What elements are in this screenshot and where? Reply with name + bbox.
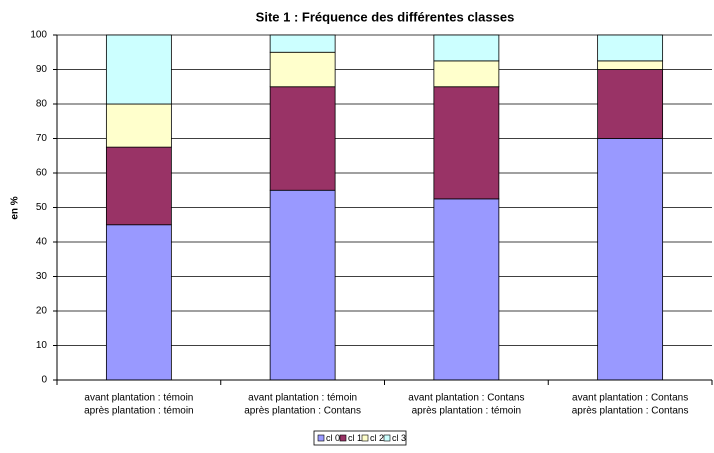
bar-segment <box>105 103 172 148</box>
bar-segment <box>269 51 336 88</box>
legend-label: cl 2 <box>370 433 384 443</box>
y-tick-label: 50 <box>36 202 48 213</box>
x-tick-label: après plantation : témoin <box>84 406 194 417</box>
x-tick-label: avant plantation : témoin <box>248 393 357 404</box>
legend-swatch <box>361 434 369 442</box>
x-tick-label: avant plantation : Contans <box>408 393 524 404</box>
x-tick-label: après plantation : Contans <box>572 406 689 417</box>
y-tick-label: 80 <box>36 99 48 110</box>
y-tick-label: 100 <box>30 30 47 41</box>
bar-segment <box>597 69 664 139</box>
x-tick-label: avant plantation : témoin <box>84 393 193 404</box>
y-tick-label: 90 <box>36 64 48 75</box>
legend-label: cl 0 <box>326 433 340 443</box>
bar-segment <box>269 86 336 191</box>
bar-segment <box>433 198 500 381</box>
x-tick-label: après plantation : Contans <box>244 406 361 417</box>
bar-segment <box>597 138 664 381</box>
y-tick-label: 70 <box>36 133 48 144</box>
bar-segment <box>433 34 500 62</box>
y-tick-label: 60 <box>36 168 48 179</box>
y-tick-label: 0 <box>41 375 47 386</box>
bar-segment <box>597 60 664 70</box>
legend-label: cl 3 <box>392 433 406 443</box>
legend-swatch <box>339 434 347 442</box>
y-axis-label: en % <box>10 196 21 219</box>
bar-segment <box>105 224 172 381</box>
bar-segment <box>269 189 336 381</box>
bar-segment <box>105 34 172 105</box>
legend-box <box>313 430 407 446</box>
bar-segment <box>597 34 664 62</box>
legend-label: cl 1 <box>348 433 362 443</box>
bar-segment <box>105 146 172 226</box>
bar-segment <box>433 60 500 88</box>
legend-swatch <box>383 434 391 442</box>
x-tick-label: après plantation : témoin <box>412 406 522 417</box>
bar-segment <box>269 34 336 53</box>
bar-segment <box>433 86 500 200</box>
x-tick-label: avant plantation : Contans <box>572 393 688 404</box>
y-tick-label: 30 <box>36 271 48 282</box>
y-tick-label: 20 <box>36 306 48 317</box>
y-tick-label: 40 <box>36 237 48 248</box>
chart-title: Site 1 : Fréquence des différentes class… <box>256 9 515 24</box>
y-tick-label: 10 <box>36 340 48 351</box>
legend-swatch <box>317 434 325 442</box>
